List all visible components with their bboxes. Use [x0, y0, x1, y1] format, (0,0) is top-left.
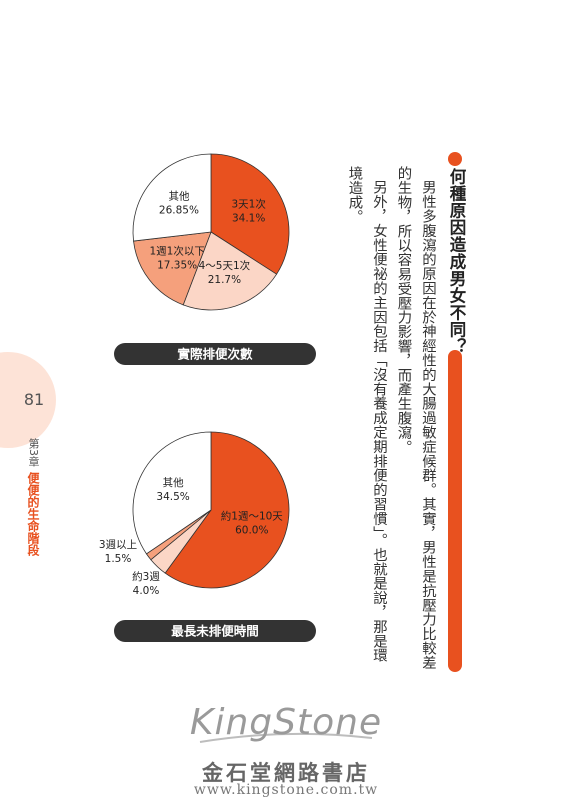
pie-slice — [132, 431, 212, 555]
pie-slice — [133, 231, 212, 306]
paragraph: 另外，女性便祕的主因包括「沒有養成定期排便的習慣」。也就是說，那是環境造成。 — [346, 166, 388, 663]
chart-title: 最長未排便時間 — [171, 624, 259, 639]
slice-value-label: 34.1% — [232, 212, 265, 224]
watermark-url: www.kingstone.com.tw — [193, 782, 379, 798]
page-number: 81 — [23, 390, 45, 409]
slice-label: 其他 — [168, 189, 189, 202]
slice-value-label: 21.7% — [208, 274, 241, 286]
chart-title: 實際排便次數 — [177, 347, 253, 362]
slice-value-label: 4.0% — [133, 585, 160, 597]
watermark-name: 金石堂網路書店 — [202, 760, 370, 785]
slice-value-label: 1.5% — [105, 553, 132, 565]
watermark-logo: KingStone — [189, 702, 383, 743]
slice-label: 其他 — [163, 476, 184, 489]
slice-label: 1週1次以下 — [149, 244, 204, 257]
paragraph: 男性多腹瀉的原因在於神經性的大腸過敏症候群。其實，男性是抗壓力比較差的生物，所以… — [395, 166, 437, 670]
slice-value-label: 17.35% — [157, 259, 197, 271]
logo-swoosh — [199, 732, 373, 743]
slice-label: 3天1次 — [231, 197, 266, 210]
heading-dot — [448, 152, 462, 166]
slice-label: 約1週～10天 — [221, 509, 284, 522]
chart-title-bar — [114, 620, 316, 642]
pie-slice — [182, 231, 278, 311]
slice-value-label: 34.5% — [156, 491, 189, 503]
chapter-title: 便便的生命階段 — [26, 472, 40, 556]
heading: 何種原因造成男女不同？ — [447, 168, 466, 355]
slice-value-label: 60.0% — [235, 524, 268, 536]
body-text: 男性多腹瀉的原因在於神經性的大腸過敏症候群。其實，男性是抗壓力比較差的生物，所以… — [344, 166, 440, 672]
slice-label: 約3週 — [132, 570, 160, 583]
heading-bar — [448, 350, 462, 672]
chapter-number: 第3章 — [27, 438, 40, 467]
chart-title-bar — [114, 343, 316, 365]
slice-value-label: 26.85% — [159, 204, 199, 216]
pie-slice — [164, 431, 290, 589]
slice-label: 4～5天1次 — [199, 259, 251, 272]
slice-label: 3週以上 — [99, 539, 137, 551]
pie-slice — [132, 153, 212, 242]
page-tab — [0, 352, 56, 448]
